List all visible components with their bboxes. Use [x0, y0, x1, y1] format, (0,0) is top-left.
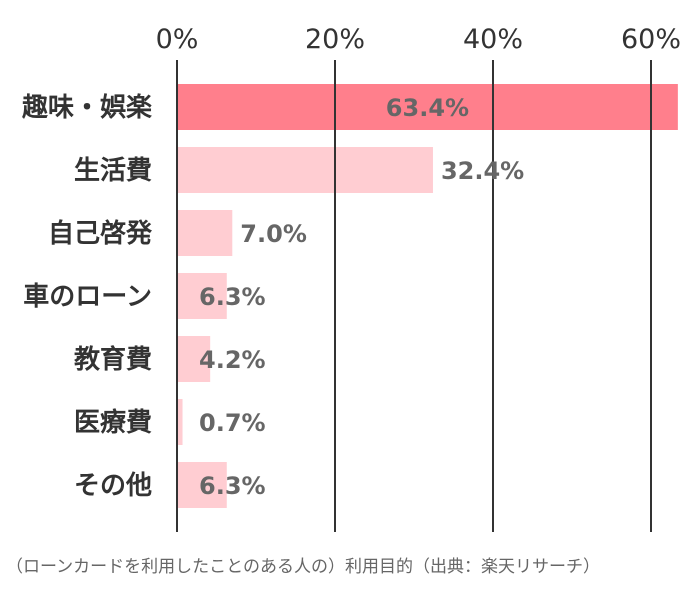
category-label-6: 医療費 — [74, 408, 152, 438]
x-tick-label-20: 20% — [305, 24, 365, 55]
category-label-2: 生活費 — [74, 156, 152, 186]
value-label-5: 4.2% — [199, 346, 266, 374]
category-label-5: 教育費 — [74, 344, 152, 375]
value-label-2: 32.4% — [441, 157, 524, 185]
value-label-4: 6.3% — [199, 283, 266, 311]
bar-6 — [177, 399, 183, 445]
source-note: （ローンカードを利用したことのある人の）利用目的（出典：楽天リサーチ） — [6, 557, 600, 577]
x-tick-label-60: 60% — [621, 24, 681, 55]
category-label-1: 趣味・娯楽 — [21, 93, 153, 123]
value-label-7: 6.3% — [199, 472, 266, 500]
bar-5 — [177, 336, 211, 382]
bar-3 — [177, 210, 233, 256]
value-label-1: 63.4% — [386, 94, 469, 122]
value-label-3: 7.0% — [240, 220, 307, 248]
bar-7 — [177, 462, 227, 508]
category-label-3: 自己啓発 — [48, 218, 153, 249]
category-label-4: 車のローン — [23, 282, 152, 312]
bar-2 — [177, 147, 433, 193]
x-tick-label-0: 0% — [156, 24, 199, 55]
value-label-6: 0.7% — [199, 409, 266, 437]
bar-1 — [177, 84, 678, 130]
bar-4 — [177, 273, 227, 319]
category-label-7: その他 — [74, 471, 152, 501]
x-tick-label-40: 40% — [463, 24, 523, 55]
